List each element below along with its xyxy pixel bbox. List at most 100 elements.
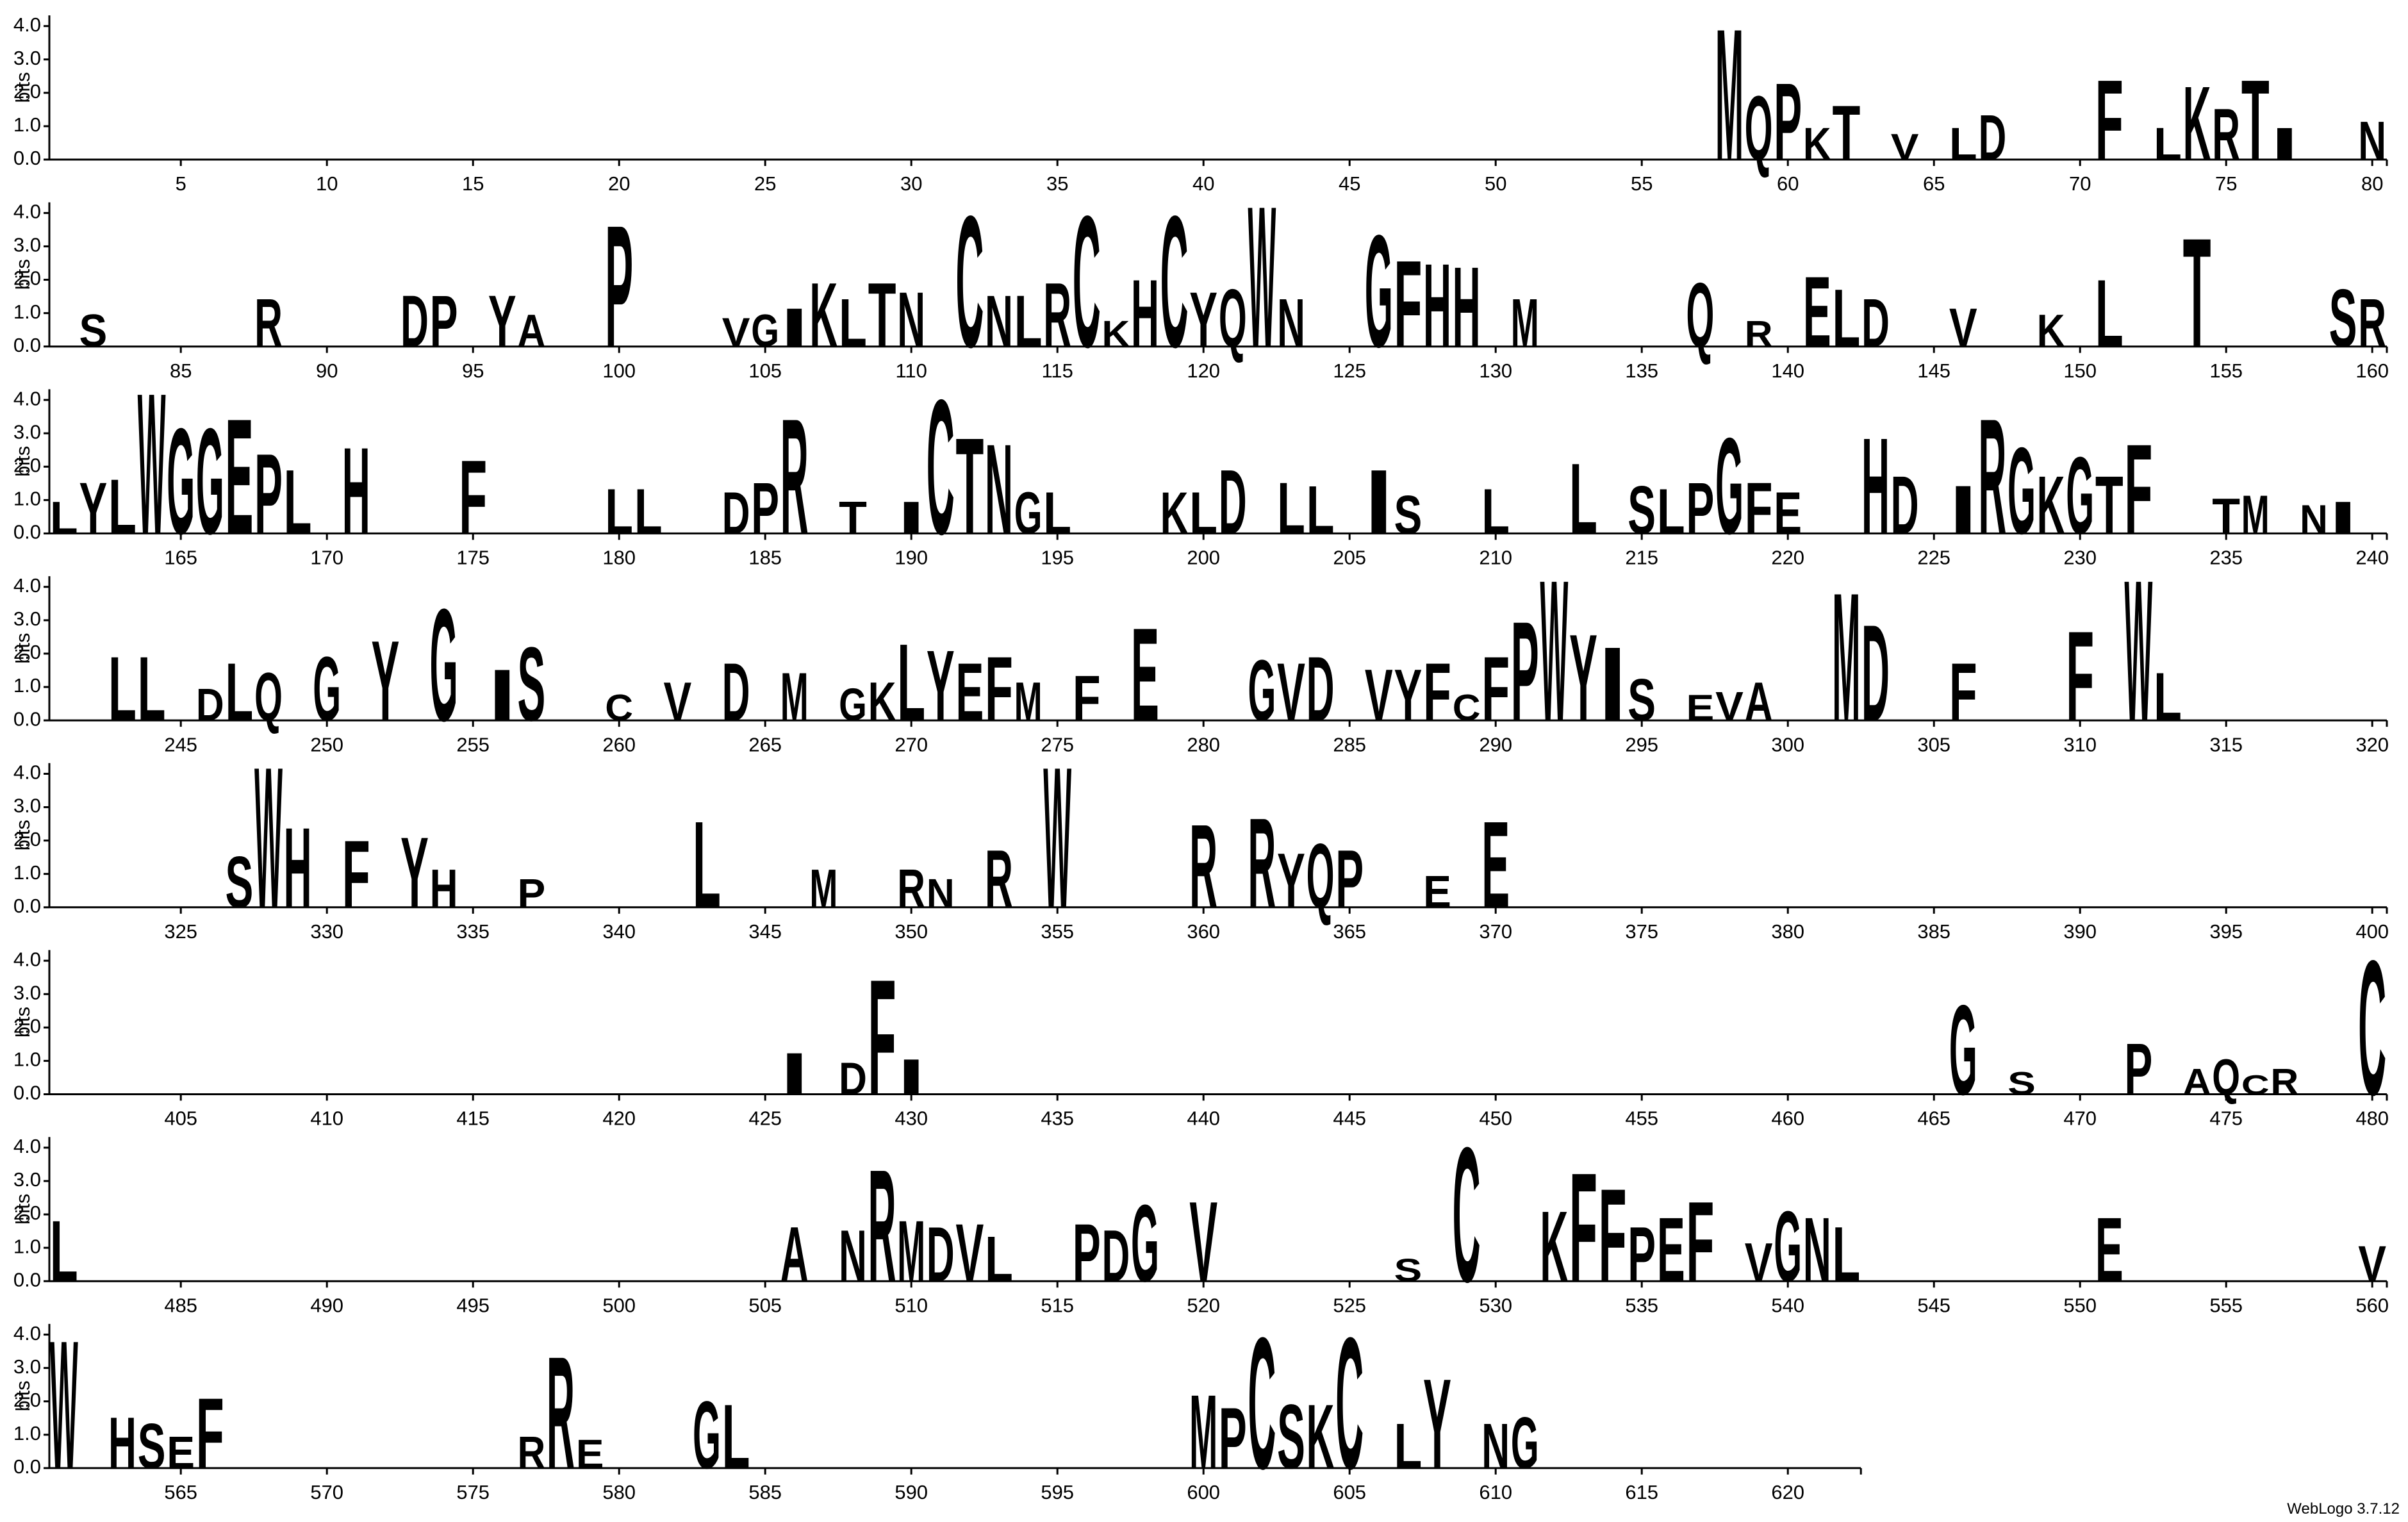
logo-letter: G (1511, 1402, 1539, 1484)
logo-letter: L (1833, 273, 1861, 365)
x-tick-label: 420 (602, 1107, 636, 1130)
x-tick-label: 335 (456, 920, 490, 943)
logo-letter: F (196, 1377, 224, 1489)
y-tick-label: 0.0 (13, 1268, 41, 1291)
logo-letter: F (1599, 1162, 1627, 1310)
logo-letter: E (1686, 688, 1715, 729)
x-tick-label: 300 (1771, 733, 1804, 756)
logo-letter: G (313, 638, 341, 740)
logo-letter: L (108, 638, 136, 740)
x-tick-label: 50 (1485, 172, 1506, 195)
logo-letter: M (897, 1203, 925, 1300)
logo-letter: E (1131, 601, 1159, 749)
logo-letter: W (1540, 539, 1569, 763)
logo-letter: L (722, 1386, 750, 1488)
x-tick-label: 45 (1339, 172, 1360, 195)
x-tick-label: 505 (748, 1294, 782, 1316)
logo-letter: L (1833, 1211, 1861, 1298)
logo-letter: D (196, 679, 224, 731)
logo-letter: P (430, 280, 458, 362)
logo-letter: V (664, 671, 692, 732)
logo-letter: C (2358, 922, 2386, 1136)
logo-letter: Y (79, 467, 108, 549)
y-axis-label: bits (12, 259, 34, 290)
logo-letter: S (1628, 667, 1656, 733)
x-tick-label: 350 (895, 920, 928, 943)
x-tick-label: 115 (1041, 360, 1073, 382)
x-tick-label: 470 (2063, 1107, 2097, 1130)
logo-letter: C (1453, 688, 1481, 729)
x-tick-label: 620 (1771, 1481, 1804, 1503)
logo-letter: G (1014, 481, 1043, 547)
logo-letter: M (810, 857, 838, 919)
logo-letter: R (547, 1324, 575, 1502)
logo-letter: F (1745, 467, 1773, 549)
logo-letter: L (1189, 481, 1217, 547)
y-tick-label: 1.0 (13, 1422, 41, 1444)
logo-letter: D (1102, 1215, 1130, 1297)
x-tick-label: 330 (310, 920, 343, 943)
x-tick-label: 430 (895, 1107, 928, 1130)
logo-letter: L (2154, 119, 2182, 170)
logo-letter: P (1628, 1211, 1656, 1298)
logo-letter: V (956, 1207, 984, 1299)
logo-letter: L (1569, 442, 1597, 554)
logo-letter: P (2125, 1028, 2153, 1110)
logo-letter: F (2066, 604, 2094, 748)
logo-letter: R (897, 857, 925, 919)
y-tick-label: 2.0 (13, 1015, 41, 1038)
logo-letter: V (2358, 1236, 2386, 1292)
x-tick-label: 30 (900, 172, 922, 195)
x-tick-label: 270 (895, 733, 928, 756)
x-tick-label: 390 (2063, 920, 2097, 943)
logo-letter: Q (2212, 1050, 2240, 1105)
x-tick-label: 130 (1479, 360, 1512, 382)
x-tick-label: 460 (1771, 1107, 1804, 1130)
logo-letter: F (342, 822, 370, 929)
logo-letter: N (1803, 1199, 1831, 1302)
logo-letter: M (1014, 671, 1043, 732)
y-tick-label: 0.0 (13, 1455, 41, 1478)
y-tick-label: 0.0 (13, 521, 41, 543)
logo-letter: S (518, 625, 546, 743)
logo-letter: P (1511, 592, 1539, 750)
logo-letter: H (1131, 261, 1159, 368)
logo-letter: G (1131, 1182, 1159, 1305)
x-tick-label: 435 (1041, 1107, 1074, 1130)
x-tick-label: 230 (2063, 547, 2097, 569)
x-tick-label: 475 (2209, 1107, 2243, 1130)
logo-letter: G (751, 306, 779, 357)
logo-letter: L (897, 621, 925, 744)
x-tick-label: 5 (176, 172, 186, 195)
logo-letter: A (2183, 1061, 2211, 1102)
logo-letter: N (839, 1215, 867, 1297)
x-tick-label: 120 (1187, 360, 1220, 382)
logo-letter: F (1394, 235, 1423, 373)
x-tick-label: 190 (895, 547, 928, 569)
logo-letter: F (868, 946, 896, 1130)
logo-letter: E (956, 647, 984, 738)
logo-letter: N (1277, 285, 1305, 361)
logo-letter: G (693, 1382, 721, 1489)
x-tick-label: 425 (748, 1107, 782, 1130)
y-tick-label: 1.0 (13, 861, 41, 884)
x-tick-label: 160 (2355, 360, 2389, 382)
y-tick-label: 3.0 (13, 1168, 41, 1191)
logo-letter: R (1248, 791, 1276, 935)
x-tick-label: 570 (310, 1481, 343, 1503)
x-tick-label: 510 (895, 1294, 928, 1316)
x-tick-label: 540 (1771, 1294, 1804, 1316)
x-tick-label: 545 (1917, 1294, 1950, 1316)
logo-row: bits 0.0 1.0 2.0 3.0 4.0 565 570 575 580 585 590 595… (12, 1299, 1862, 1509)
logo-letter: P (254, 430, 283, 558)
x-tick-label: 400 (2355, 920, 2389, 943)
logo-letter: I (1949, 471, 1977, 548)
logo-letter: L (985, 1223, 1013, 1295)
x-tick-label: 75 (2215, 172, 2237, 195)
logo-letter: L (108, 463, 136, 550)
logo-letter: C (605, 688, 633, 729)
x-tick-label: 480 (2355, 1107, 2389, 1130)
logo-letter: R (1189, 800, 1217, 933)
logo-letter: N (2358, 110, 2386, 172)
